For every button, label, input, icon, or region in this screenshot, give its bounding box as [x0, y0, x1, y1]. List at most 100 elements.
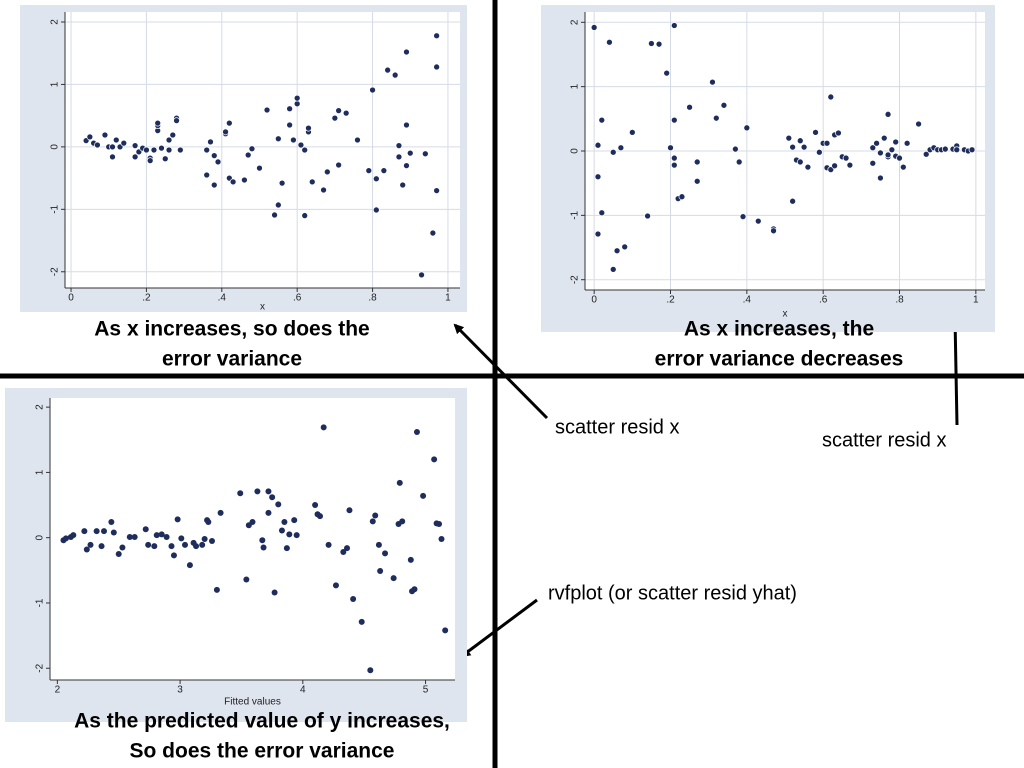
point — [431, 456, 438, 463]
point — [205, 519, 212, 526]
point — [241, 176, 248, 184]
point — [312, 502, 319, 509]
point — [275, 501, 282, 508]
point — [621, 243, 629, 251]
point — [248, 145, 256, 153]
point — [244, 151, 252, 159]
point — [110, 529, 117, 536]
point — [283, 545, 290, 552]
point — [293, 100, 301, 108]
point — [254, 488, 261, 495]
point — [222, 128, 229, 136]
point — [827, 93, 835, 101]
point — [693, 177, 701, 185]
point — [915, 120, 922, 128]
point — [372, 175, 380, 183]
x-tick-label: .6 — [293, 293, 302, 304]
point — [286, 121, 293, 129]
point — [332, 582, 339, 589]
point — [344, 545, 350, 552]
point — [229, 178, 237, 186]
point — [613, 247, 621, 255]
point — [286, 105, 293, 113]
point — [131, 142, 139, 149]
point — [365, 167, 373, 174]
point — [168, 543, 175, 550]
point — [214, 158, 222, 166]
x-tick-label: 5 — [423, 685, 429, 696]
point — [291, 517, 298, 524]
point — [182, 541, 188, 548]
x-tick-label: .8 — [368, 293, 377, 304]
arrow — [460, 598, 538, 658]
point — [407, 556, 414, 563]
point — [367, 667, 374, 674]
point — [892, 138, 900, 146]
point — [846, 161, 854, 169]
point — [115, 551, 122, 558]
point — [108, 519, 115, 526]
point — [325, 541, 332, 548]
y-tick-label: -2 — [35, 663, 46, 672]
point — [678, 193, 686, 201]
point — [670, 116, 678, 124]
point — [380, 167, 388, 174]
point — [406, 149, 414, 157]
point — [953, 146, 961, 154]
point — [271, 589, 278, 596]
point — [154, 119, 162, 127]
point — [770, 227, 777, 235]
point — [320, 186, 327, 194]
point — [217, 509, 224, 516]
point — [369, 518, 376, 525]
point — [421, 150, 429, 158]
point — [308, 178, 316, 186]
point — [323, 168, 331, 176]
point — [274, 135, 282, 143]
point — [667, 144, 674, 152]
point — [399, 518, 406, 525]
point — [712, 114, 720, 122]
point — [158, 531, 165, 538]
point — [209, 537, 215, 544]
y-tick-label: 2 — [570, 19, 581, 25]
x-tick-label: 1 — [973, 295, 979, 306]
point — [131, 153, 139, 161]
point — [884, 110, 892, 118]
x-tick-label: .4 — [743, 295, 752, 306]
point — [201, 536, 208, 542]
point — [331, 114, 339, 122]
point — [785, 134, 793, 142]
point — [395, 142, 403, 149]
point — [720, 101, 728, 109]
point — [429, 229, 437, 237]
point — [335, 161, 342, 169]
y-tick-label: 2 — [35, 404, 46, 410]
arrow — [950, 316, 961, 426]
point — [199, 541, 206, 548]
chart: 0 .2 .4 .6 .8 1 -2 -1 0 1 2 xAs x increases, the err… — [541, 5, 995, 371]
point — [131, 534, 138, 541]
point — [617, 144, 625, 152]
y-tick-label: -1 — [35, 598, 46, 607]
point — [178, 535, 185, 542]
point — [146, 157, 154, 164]
point — [648, 40, 655, 47]
point — [203, 146, 211, 154]
x-tick-label: .4 — [218, 293, 227, 304]
caption: As the predicted value of y increases, — [74, 710, 450, 733]
point — [317, 513, 323, 520]
point — [109, 143, 116, 151]
caption: As x increases, the — [684, 318, 874, 341]
point — [293, 532, 300, 539]
point — [896, 154, 903, 162]
point — [903, 139, 911, 147]
y-tick-label: -1 — [50, 204, 61, 213]
caption: error variance decreases — [655, 348, 904, 371]
point — [342, 109, 350, 117]
point — [372, 206, 380, 214]
point — [256, 164, 263, 172]
x-tick-label: 1 — [445, 293, 451, 304]
point — [203, 171, 211, 179]
y-tick-label: 0 — [50, 144, 61, 150]
